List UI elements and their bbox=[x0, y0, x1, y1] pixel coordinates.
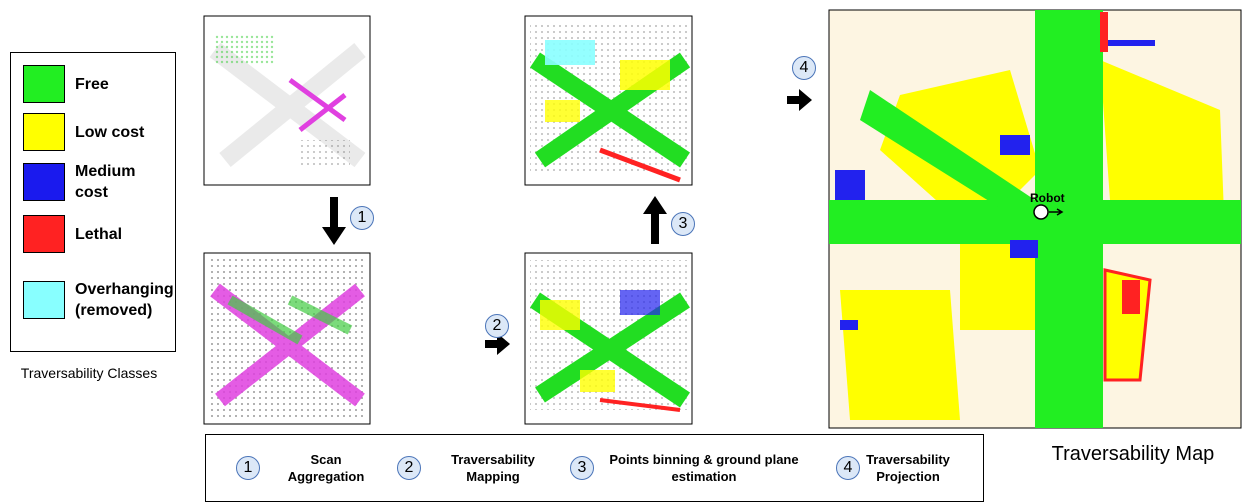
legend: Free Low cost Medium cost Lethal Overhanging… bbox=[10, 52, 176, 352]
step-number: 3 bbox=[570, 456, 594, 480]
legend-item: Low cost bbox=[23, 113, 171, 151]
legend-item: Medium cost bbox=[23, 161, 171, 203]
panel-binning bbox=[525, 16, 692, 185]
legend-caption: Traversability Classes bbox=[14, 364, 164, 382]
legend-swatch bbox=[23, 215, 65, 253]
step-number: 2 bbox=[485, 314, 509, 338]
step-label: Points binning & ground plane estimation bbox=[594, 451, 814, 485]
figure-graphics bbox=[0, 0, 1248, 504]
panel-aggregated bbox=[204, 253, 370, 424]
step-number: 2 bbox=[397, 456, 421, 480]
step-label: Traversability Mapping bbox=[430, 451, 556, 485]
robot-label: Robot bbox=[1030, 191, 1065, 205]
legend-label: Overhanging (removed) bbox=[75, 279, 171, 321]
step-number: 4 bbox=[836, 456, 860, 480]
step-label: Traversability Projection bbox=[860, 451, 956, 485]
step-label: Scan Aggregation bbox=[276, 451, 376, 485]
step-legend: 1 Scan Aggregation 2 Traversability Mapping… bbox=[205, 434, 984, 502]
step-number: 4 bbox=[792, 56, 816, 80]
legend-label: Medium cost bbox=[75, 161, 171, 203]
legend-label: Lethal bbox=[75, 224, 171, 245]
legend-label: Low cost bbox=[75, 122, 171, 143]
panel-raw-scan bbox=[204, 16, 370, 185]
legend-swatch bbox=[23, 281, 65, 319]
legend-swatch bbox=[23, 163, 65, 201]
legend-item: Lethal bbox=[23, 215, 171, 253]
figure: Free Low cost Medium cost Lethal Overhanging… bbox=[0, 0, 1248, 504]
legend-swatch bbox=[23, 113, 65, 151]
step-number: 1 bbox=[350, 206, 374, 230]
legend-label: Free bbox=[75, 74, 171, 95]
step-number: 3 bbox=[671, 212, 695, 236]
legend-swatch bbox=[23, 65, 65, 103]
panel-mapping bbox=[525, 253, 692, 424]
map-title: Traversability Map bbox=[1022, 443, 1244, 466]
step-number: 1 bbox=[236, 456, 260, 480]
legend-item: Overhanging (removed) bbox=[23, 279, 171, 321]
legend-item: Free bbox=[23, 65, 171, 103]
traversability-map bbox=[829, 10, 1241, 428]
